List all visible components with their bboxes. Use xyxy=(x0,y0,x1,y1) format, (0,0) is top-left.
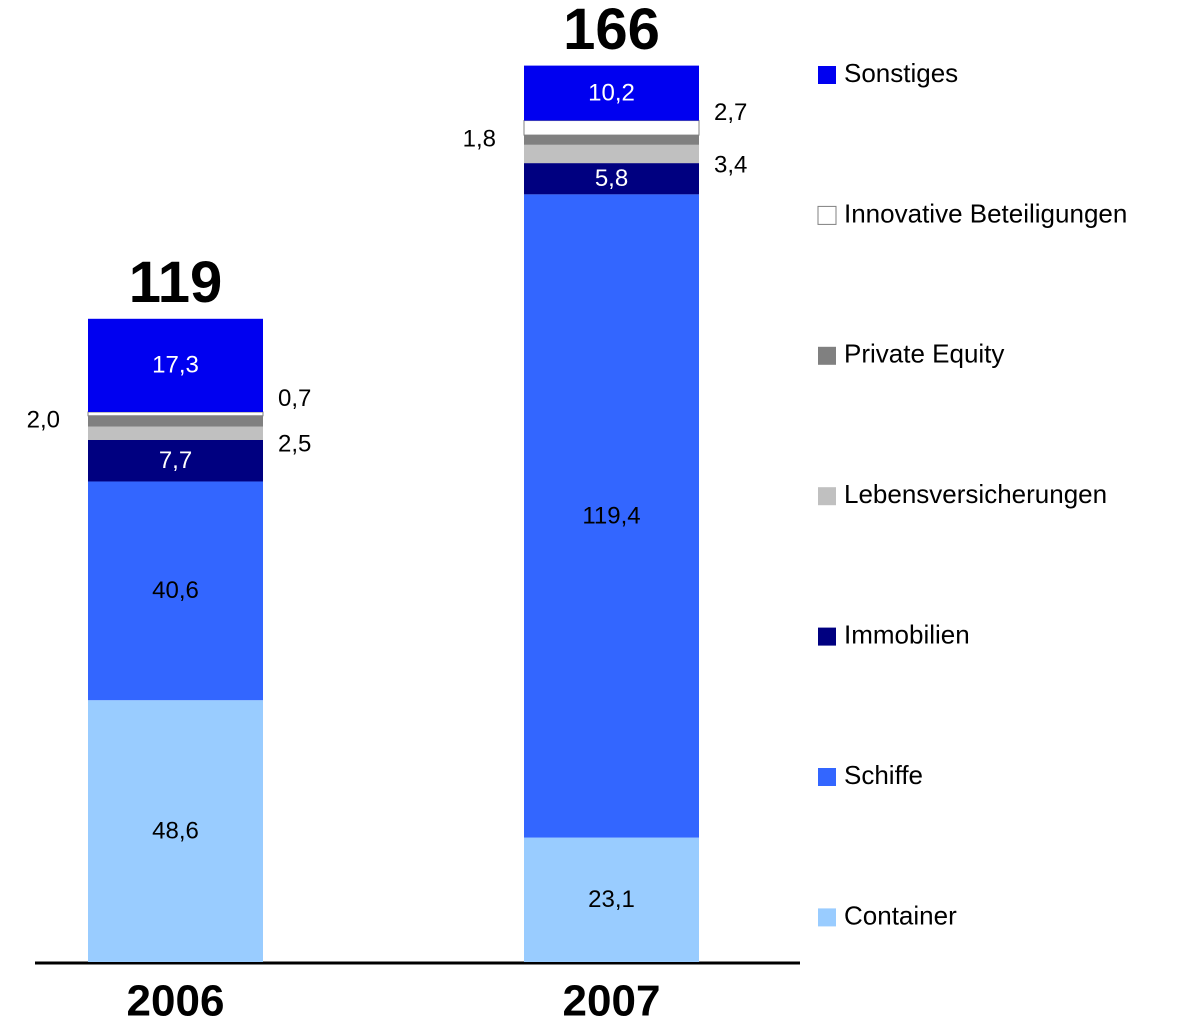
bar-segment xyxy=(87,411,264,417)
value-label: 7,7 xyxy=(159,447,192,474)
bar-segment xyxy=(523,120,700,136)
value-label: 23,1 xyxy=(588,886,635,913)
legend-label: Immobilien xyxy=(844,619,970,649)
bar-segment xyxy=(88,481,263,701)
legend-swatch xyxy=(818,908,836,927)
value-label: 2,5 xyxy=(278,431,311,458)
legend-swatch xyxy=(818,346,836,365)
value-label: 40,6 xyxy=(152,577,199,604)
x-tick-label: 2007 xyxy=(563,977,661,1026)
value-label: 1,8 xyxy=(463,125,496,152)
legend-label: Lebensversicherungen xyxy=(844,479,1107,509)
bar-segment xyxy=(88,318,263,412)
value-label: 3,4 xyxy=(714,151,747,178)
value-label: 10,2 xyxy=(588,79,635,106)
legend-label: Schiffe xyxy=(844,760,923,790)
bar-segment xyxy=(88,426,263,440)
value-label: 119,4 xyxy=(582,502,640,529)
legend-label: Innovative Beteiligungen xyxy=(844,198,1127,228)
value-label: 2,0 xyxy=(27,406,60,433)
value-label: 0,7 xyxy=(278,385,311,412)
x-tick-label: 2006 xyxy=(127,977,225,1026)
legend-swatch xyxy=(818,487,836,506)
legend-label: Private Equity xyxy=(844,339,1004,369)
value-label: 17,3 xyxy=(152,352,199,379)
legend-swatch xyxy=(818,627,836,646)
bar-segment xyxy=(524,135,699,145)
legend-label: Container xyxy=(844,900,957,930)
legend-label: Sonstiges xyxy=(844,58,958,88)
bar-segment xyxy=(524,194,699,838)
legend-swatch xyxy=(818,66,836,84)
legend-swatch xyxy=(818,768,836,786)
bar-segment xyxy=(88,415,263,427)
legend-swatch xyxy=(817,205,837,225)
bar-segment xyxy=(524,163,699,195)
bar-segment xyxy=(524,65,699,121)
bar-segment xyxy=(88,700,263,962)
total-label: 119 xyxy=(129,250,223,315)
value-label: 2,7 xyxy=(714,99,747,126)
bar-segment xyxy=(524,144,699,164)
bar-segment xyxy=(88,439,263,482)
value-label: 48,6 xyxy=(152,817,199,844)
value-label: 5,8 xyxy=(595,165,628,192)
total-label: 166 xyxy=(563,0,660,62)
bar-segment xyxy=(524,837,699,962)
